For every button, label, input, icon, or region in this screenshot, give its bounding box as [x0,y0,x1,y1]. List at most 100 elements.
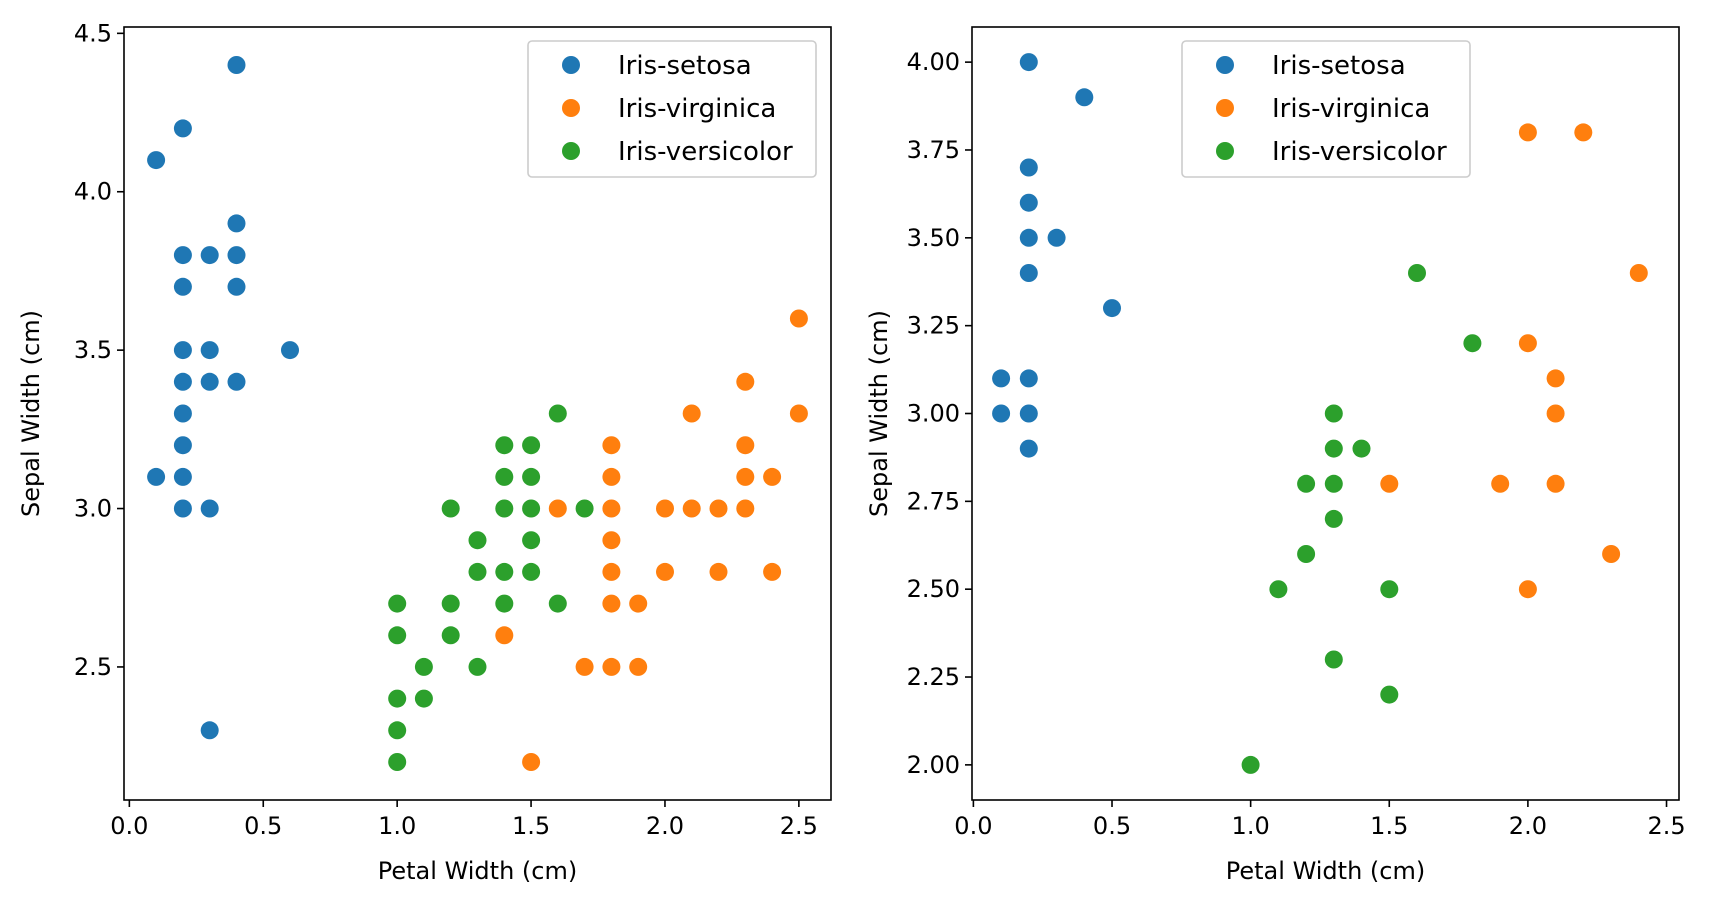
left-x-axis-label: Petal Width (cm) [378,857,577,885]
left-point-versicolor-24 [388,721,407,740]
right-y-tick-label: 3.75 [907,136,960,164]
left-y-axis-label: Sepal Width (cm) [17,310,45,517]
right-legend-marker-setosa [1216,56,1234,74]
right-point-setosa-11 [1019,404,1038,423]
right-point-versicolor-3 [1324,439,1343,458]
right-point-versicolor-4 [1352,439,1371,458]
right-legend-label-setosa: Iris-setosa [1272,51,1406,81]
left-point-versicolor-16 [495,594,514,613]
left-point-virginica-10 [602,499,621,518]
right-point-versicolor-2 [1324,404,1343,423]
right-x-tick-label: 0.5 [1093,812,1131,840]
left-point-virginica-4 [602,436,621,455]
left-point-setosa-1 [173,119,192,138]
left-point-virginica-1 [736,372,755,391]
left-point-virginica-26 [522,753,541,771]
right-x-tick-label: 1.0 [1232,812,1270,840]
right-data-points [992,53,1648,774]
right-point-versicolor-10 [1380,580,1399,599]
left-point-versicolor-18 [388,626,407,645]
left-point-virginica-0 [789,309,808,328]
right-point-setosa-9 [1019,369,1038,388]
left-point-virginica-23 [575,657,594,676]
right-point-setosa-0 [1019,53,1038,72]
left-point-setosa-5 [200,246,219,265]
right-point-virginica-2 [1629,264,1648,282]
left-point-virginica-5 [736,436,755,455]
right-point-versicolor-0 [1408,264,1426,282]
right-legend-label-versicolor: Iris-versicolor [1272,137,1447,167]
left-point-setosa-9 [173,341,192,360]
left-point-setosa-16 [173,436,192,455]
left-legend-marker-versicolor [562,142,580,160]
left-point-setosa-13 [200,372,219,391]
left-data-points [147,56,808,771]
left-point-virginica-2 [682,404,701,423]
left-legend-label-virginica: Iris-virginica [618,94,776,124]
right-y-tick-label: 3.50 [907,224,960,252]
left-point-versicolor-2 [522,436,541,455]
left-point-versicolor-15 [441,594,460,613]
left-point-versicolor-17 [548,594,567,613]
right-point-setosa-2 [1019,158,1038,177]
right-point-virginica-10 [1518,580,1537,599]
left-point-setosa-17 [147,467,166,486]
left-point-virginica-15 [602,531,621,550]
left-y-tick-label: 2.5 [74,653,112,681]
left-legend-box [527,40,817,178]
right-point-versicolor-1 [1463,334,1482,353]
left-point-versicolor-14 [388,594,407,613]
left-y-tick-label: 4.0 [74,178,112,206]
right-point-setosa-5 [1047,228,1066,247]
left-point-virginica-24 [602,657,621,676]
right-point-setosa-4 [1019,228,1038,247]
left-point-versicolor-25 [388,753,407,771]
right-point-virginica-7 [1491,474,1510,493]
right-y-axis: 2.00 2.25 2.50 2.75 3.00 3.25 3.50 3.75 4.00 [907,48,972,779]
left-point-virginica-16 [602,562,621,581]
right-y-tick-label: 2.00 [907,751,960,779]
left-legend-label-setosa: Iris-setosa [618,51,752,81]
right-point-versicolor-13 [1241,755,1260,774]
right-point-setosa-8 [992,369,1011,388]
right-y-tick-label: 3.25 [907,312,960,340]
right-x-tick-label: 2.0 [1509,812,1547,840]
left-x-axis: 0.0 0.5 1.0 1.5 2.0 2.5 [110,800,818,840]
left-point-versicolor-11 [468,562,487,581]
left-point-versicolor-6 [495,499,514,518]
left-point-setosa-21 [200,721,219,740]
left-point-virginica-19 [763,562,782,581]
left-point-versicolor-7 [522,499,541,518]
left-point-virginica-7 [736,467,755,486]
left-point-setosa-8 [227,277,246,296]
right-legend-label-virginica: Iris-virginica [1272,94,1430,124]
left-point-virginica-6 [602,467,621,486]
right-y-tick-label: 4.00 [907,48,960,76]
left-point-setosa-6 [227,246,246,265]
right-y-tick-label: 2.75 [907,487,960,515]
right-point-virginica-1 [1574,123,1593,142]
right-point-setosa-3 [1019,193,1038,212]
left-legend: Iris-setosa Iris-virginica Iris-versicol… [527,40,817,178]
left-x-tick-label: 2.0 [646,812,684,840]
left-plot-frame [123,26,832,801]
left-point-setosa-11 [281,341,299,360]
right-point-virginica-3 [1518,334,1537,353]
left-point-versicolor-23 [414,689,433,708]
left-y-tick-label: 4.5 [74,19,112,47]
left-y-tick-label: 3.5 [74,336,112,364]
left-point-versicolor-19 [441,626,460,645]
right-legend-marker-virginica [1216,99,1234,117]
left-point-versicolor-12 [495,562,514,581]
left-point-versicolor-8 [575,499,594,518]
right-point-virginica-9 [1602,545,1621,563]
left-point-virginica-20 [602,594,621,613]
left-point-virginica-25 [629,657,648,676]
left-point-setosa-12 [173,372,192,391]
right-point-setosa-6 [1019,264,1038,282]
right-point-setosa-12 [1019,439,1038,458]
right-x-tick-label: 0.0 [954,812,992,840]
left-point-setosa-14 [227,372,246,391]
left-point-virginica-9 [548,499,567,518]
left-point-versicolor-1 [495,436,514,455]
